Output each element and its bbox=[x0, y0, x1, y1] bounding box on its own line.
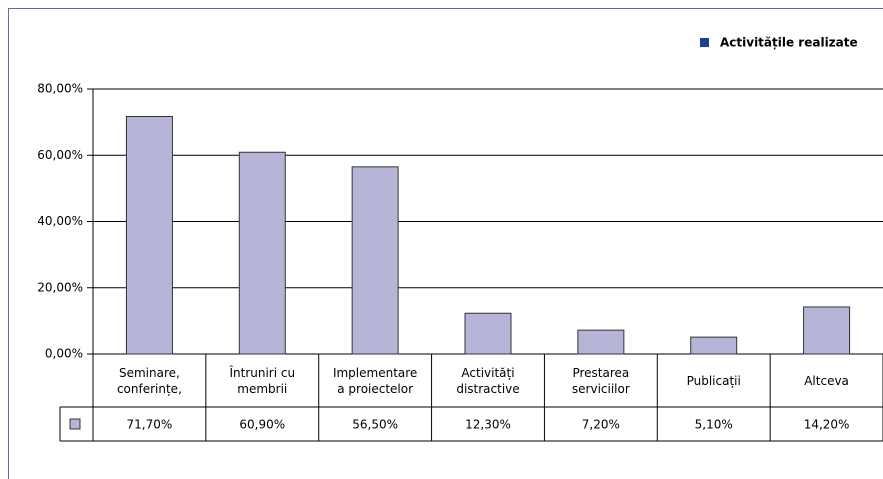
bar bbox=[803, 306, 851, 355]
x-tick-label: Întruniri cu membrii bbox=[228, 365, 295, 396]
y-tick-label: 0,00% bbox=[45, 347, 83, 361]
x-tick-label: Activități distractive bbox=[456, 366, 519, 396]
x-tick-label-line: a proiectelor bbox=[337, 382, 413, 396]
x-tick-label: Seminare, conferințe, bbox=[117, 366, 182, 396]
value-label: 7,20% bbox=[582, 418, 620, 432]
x-tick-label-line: Întruniri cu bbox=[228, 365, 295, 380]
x-tick-label-line: Seminare, bbox=[119, 366, 180, 380]
x-tick-label-line: Prestarea bbox=[572, 366, 629, 380]
y-tick-label: 60,00% bbox=[37, 148, 83, 162]
bar bbox=[464, 312, 512, 355]
x-tick-label: Altceva bbox=[804, 374, 849, 388]
bar bbox=[125, 115, 173, 355]
legend-key bbox=[700, 38, 709, 47]
y-tick-label: 20,00% bbox=[37, 280, 83, 294]
x-tick-label: Publicații bbox=[687, 374, 741, 388]
table-legend-key bbox=[69, 418, 81, 430]
value-label: 14,20% bbox=[804, 418, 850, 432]
bar bbox=[238, 151, 286, 355]
value-label: 71,70% bbox=[127, 418, 173, 432]
x-tick-label: Prestarea serviciilor bbox=[572, 366, 630, 396]
x-tick-label-line: distractive bbox=[456, 382, 519, 396]
x-tick-label-line: serviciilor bbox=[572, 382, 630, 396]
x-tick-label-line: Activități bbox=[461, 366, 514, 380]
y-tick-label: 40,00% bbox=[37, 214, 83, 228]
x-tick-label-line: Implementare bbox=[333, 366, 417, 380]
bar bbox=[577, 329, 625, 355]
x-tick-label-line: Altceva bbox=[804, 374, 849, 388]
frame bbox=[8, 8, 883, 479]
bar bbox=[690, 336, 738, 355]
x-tick-label: Implementare a proiectelor bbox=[333, 366, 417, 396]
value-label: 60,90% bbox=[239, 418, 285, 432]
legend-label: Activitățile realizate bbox=[720, 36, 858, 50]
value-label: 5,10% bbox=[695, 418, 733, 432]
value-label: 12,30% bbox=[465, 418, 511, 432]
x-tick-label-line: membrii bbox=[237, 382, 287, 396]
x-tick-label-line: conferințe, bbox=[117, 382, 182, 396]
bar bbox=[351, 166, 399, 355]
value-label: 56,50% bbox=[352, 418, 398, 432]
x-tick-label-line: Publicații bbox=[687, 374, 741, 388]
y-tick-label: 80,00% bbox=[37, 82, 83, 96]
